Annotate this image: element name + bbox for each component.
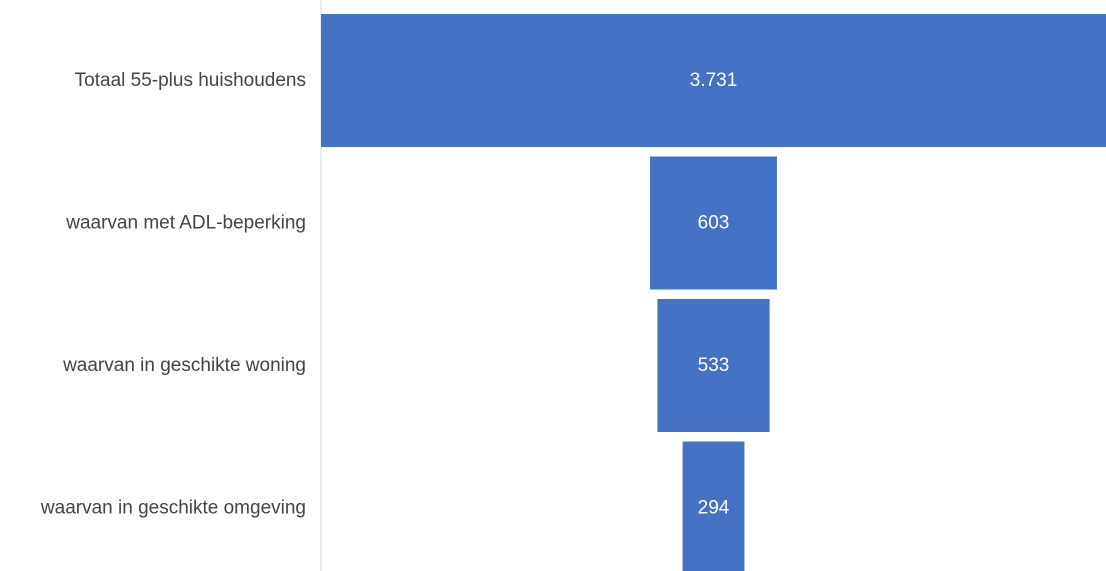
bar-value-label: 3.731 [690,70,738,91]
funnel-bar [657,299,770,432]
category-label: waarvan in geschikte omgeving [40,498,306,519]
bar-value-label: 294 [698,498,730,519]
funnel-bar [682,441,745,571]
bar-value-label: 603 [698,213,730,234]
category-label: waarvan in geschikte woning [62,355,306,376]
category-label: Totaal 55-plus huishoudens [75,70,306,91]
funnel-bar [650,156,777,290]
funnel-bar [321,14,1106,147]
category-label: waarvan met ADL-beperking [65,213,306,234]
bar-value-label: 533 [698,355,730,376]
